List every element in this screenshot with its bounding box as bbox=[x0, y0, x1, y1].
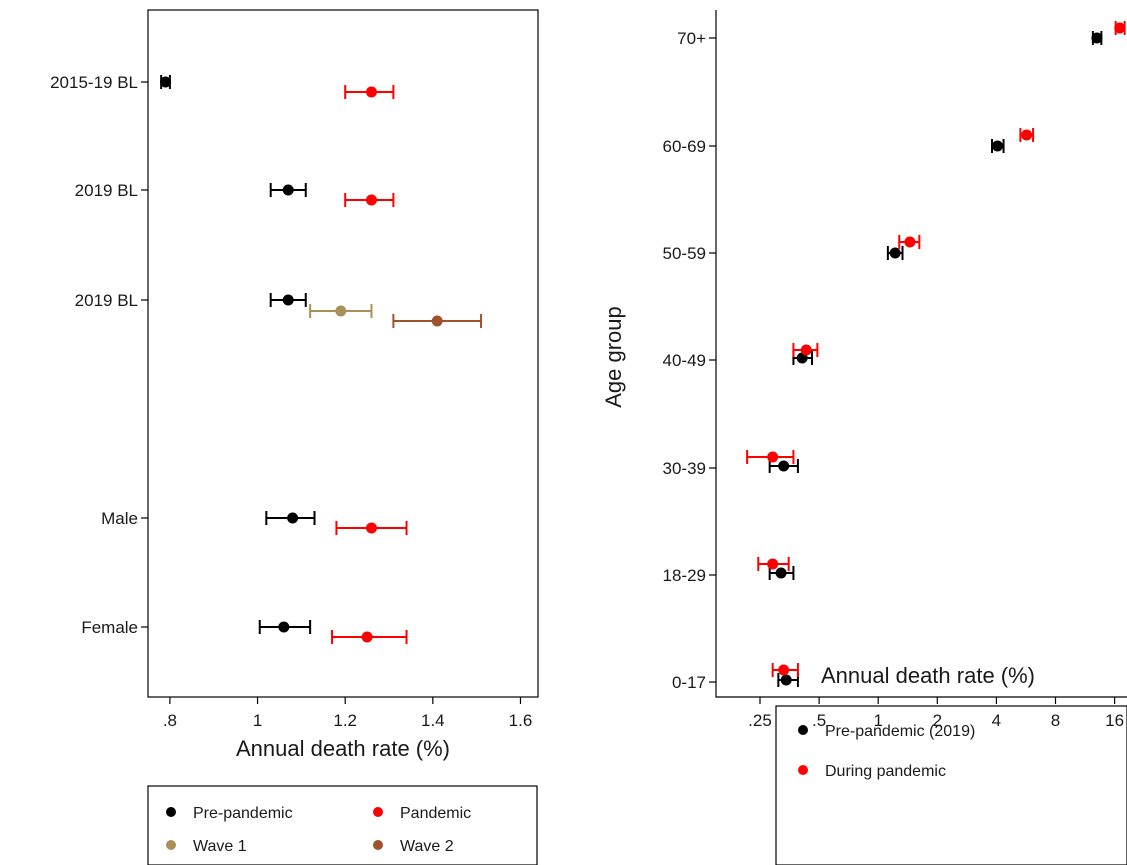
left-x-axis: .8 1 1.2 1.4 1.6 bbox=[163, 697, 532, 730]
right-chart: 70+ 60-69 50-59 40-49 30-39 18-29 0-17 .25 .5 1 2… bbox=[601, 10, 1127, 865]
right-x-tick-label-0: .25 bbox=[748, 711, 772, 730]
left-legend-marker-pandemic bbox=[373, 807, 383, 817]
left-y-tick-label-2: 2019 BL bbox=[75, 291, 138, 310]
right-during-pandemic-0-17-point bbox=[778, 664, 790, 676]
right-during-pandemic-60-69-point bbox=[1021, 129, 1033, 141]
right-pre-pandemic-2019-0-17-point bbox=[780, 674, 792, 686]
left-wave-1-row2-point bbox=[335, 305, 347, 317]
left-pre-pandemic-row1-point bbox=[282, 184, 294, 196]
left-legend-label-wave-2: Wave 2 bbox=[400, 838, 454, 855]
left-legend-label-wave-1: Wave 1 bbox=[193, 838, 247, 855]
right-legend-marker-pre-pandemic-2019 bbox=[798, 725, 808, 735]
right-x-tick-label-1: .5 bbox=[812, 711, 826, 730]
left-pre-pandemic-row3-point bbox=[287, 512, 299, 524]
left-legend: Pre-pandemic Pandemic Wave 1 Wave 2 bbox=[147, 785, 538, 865]
left-x-tick-label-1: 1 bbox=[253, 711, 262, 730]
right-plot-frame bbox=[715, 10, 1127, 698]
left-legend-marker-wave-2 bbox=[373, 840, 383, 850]
right-y-tick-label-3: 40-49 bbox=[663, 351, 706, 370]
right-pre-pandemic-2019-50-59-point bbox=[889, 247, 901, 259]
right-pre-pandemic-2019-60-69-point bbox=[991, 140, 1003, 152]
right-legend: Pre-pandemic (2019) During pandemic bbox=[775, 705, 1127, 865]
left-legend-label-pandemic: Pandemic bbox=[400, 805, 471, 822]
right-x-tick-label-5: 8 bbox=[1051, 711, 1060, 730]
right-during-pandemic-18-29-point bbox=[767, 558, 779, 570]
right-x-tick-label-3: 2 bbox=[933, 711, 942, 730]
left-legend-marker-wave-1 bbox=[166, 840, 176, 850]
right-x-tick-label-2: 1 bbox=[873, 711, 882, 730]
right-x-axis: .25 .5 1 2 4 8 16 bbox=[748, 697, 1124, 730]
left-x-axis-title: Annual death rate (%) bbox=[236, 736, 450, 761]
right-x-tick-label-4: 4 bbox=[992, 711, 1001, 730]
right-pre-pandemic-2019-30-39-point bbox=[778, 460, 790, 472]
left-pandemic-row0-point bbox=[365, 86, 377, 98]
right-during-pandemic-50-59-point bbox=[904, 236, 916, 248]
left-pandemic-row3-point bbox=[365, 522, 377, 534]
left-pre-pandemic-row2-point bbox=[282, 294, 294, 306]
right-x-axis-title: Annual death rate (%) bbox=[821, 663, 1035, 688]
right-y-tick-label-4: 30-39 bbox=[663, 459, 706, 478]
right-pre-pandemic-2019-70-point bbox=[1091, 32, 1103, 44]
left-legend-box bbox=[147, 785, 538, 865]
right-pre-pandemic-2019-18-29-point bbox=[775, 567, 787, 579]
left-pandemic-row1-point bbox=[365, 194, 377, 206]
left-y-axis: 2015-19 BL 2019 BL 2019 BL Male Female bbox=[50, 73, 148, 637]
right-x-tick-label-6: 16 bbox=[1105, 711, 1124, 730]
left-y-tick-label-4: Female bbox=[81, 618, 138, 637]
left-x-tick-label-0: .8 bbox=[163, 711, 177, 730]
left-pre-pandemic-row0-point bbox=[160, 76, 172, 88]
left-x-tick-label-4: 1.6 bbox=[509, 711, 533, 730]
right-during-pandemic-40-49-point bbox=[800, 344, 812, 356]
left-y-tick-label-0: 2015-19 BL bbox=[50, 73, 138, 92]
right-y-tick-label-5: 18-29 bbox=[663, 566, 706, 585]
left-wave-2-row2-point bbox=[431, 315, 443, 327]
left-x-tick-label-2: 1.2 bbox=[333, 711, 357, 730]
left-pre-pandemic-row4-point bbox=[278, 621, 290, 633]
right-during-pandemic-70-point bbox=[1114, 22, 1126, 34]
left-y-tick-label-3: Male bbox=[101, 509, 138, 528]
left-legend-marker-pre-pandemic bbox=[166, 807, 176, 817]
right-y-tick-label-2: 50-59 bbox=[663, 244, 706, 263]
right-legend-marker-during-pandemic bbox=[798, 765, 808, 775]
left-plot-marks bbox=[160, 75, 483, 644]
left-x-tick-label-3: 1.4 bbox=[421, 711, 445, 730]
left-y-tick-label-1: 2019 BL bbox=[75, 181, 138, 200]
left-plot-frame bbox=[147, 9, 539, 698]
right-plot-marks bbox=[746, 21, 1126, 687]
right-legend-box bbox=[775, 705, 1127, 865]
right-y-tick-label-1: 60-69 bbox=[663, 137, 706, 156]
left-pandemic-row4-point bbox=[361, 631, 373, 643]
right-y-axis: 70+ 60-69 50-59 40-49 30-39 18-29 0-17 bbox=[663, 29, 716, 692]
left-chart: 2015-19 BL 2019 BL 2019 BL Male Female .8 1 1.… bbox=[50, 9, 539, 865]
right-during-pandemic-30-39-point bbox=[767, 451, 779, 463]
right-y-tick-label-6: 0-17 bbox=[672, 673, 706, 692]
right-y-axis-title: Age group bbox=[601, 306, 626, 408]
right-y-tick-label-0: 70+ bbox=[677, 29, 706, 48]
right-legend-label-pre-pandemic-2019: Pre-pandemic (2019) bbox=[825, 723, 975, 740]
left-legend-label-pre-pandemic: Pre-pandemic bbox=[193, 805, 293, 822]
right-legend-label-during-pandemic: During pandemic bbox=[825, 763, 946, 780]
